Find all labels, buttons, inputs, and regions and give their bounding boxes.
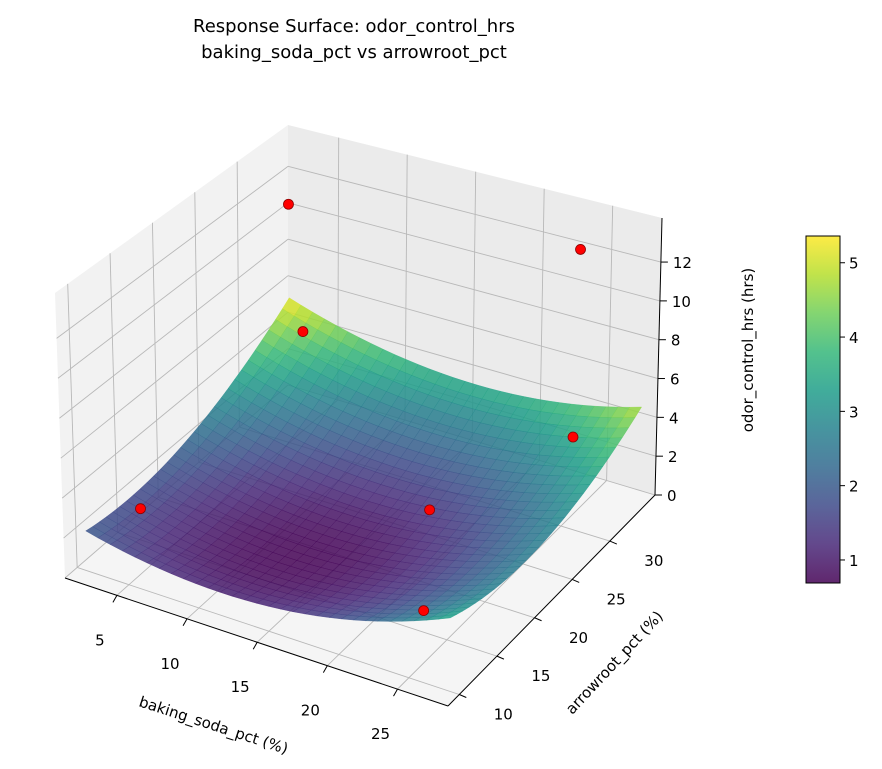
- back-gridline-z: [287, 238, 660, 341]
- x-axis-label: baking_soda_pct (%): [136, 693, 290, 759]
- y-axis-line: [447, 494, 656, 707]
- y-tick-label: 25: [607, 590, 626, 608]
- data-point: [297, 326, 309, 337]
- z-tick-label: 10: [672, 293, 691, 311]
- data-point: [575, 244, 586, 255]
- left-gridline-y: [109, 253, 119, 533]
- z-axis-label: odor_control_hrs (hrs): [739, 268, 758, 433]
- left-gridline-z: [59, 238, 289, 419]
- y-tick-label: 20: [569, 629, 588, 647]
- left-gridline-z: [56, 165, 289, 339]
- back-gridline-z: [287, 202, 661, 302]
- data-point: [283, 198, 294, 210]
- left-gridline-y: [151, 222, 159, 498]
- data-point: [424, 504, 436, 516]
- z-tick-label: 8: [671, 332, 681, 350]
- back-gridline-z: [287, 165, 661, 263]
- y-tick: [609, 540, 618, 545]
- left-gridline-z: [57, 202, 289, 379]
- data-point: [567, 431, 579, 443]
- x-tick-label: 5: [95, 631, 105, 649]
- back-gridline-z: [287, 275, 659, 379]
- y-tick-label: 10: [494, 705, 513, 723]
- back-gridline-z: [287, 311, 658, 418]
- floor-gridline-y: [77, 567, 460, 695]
- x-tick: [182, 618, 188, 627]
- y-tick-label: 30: [644, 552, 663, 570]
- colorbar-tick-label: 4: [849, 329, 859, 347]
- y-tick: [572, 578, 580, 583]
- x-tick: [393, 688, 398, 697]
- z-tick-label: 0: [667, 487, 677, 505]
- left-gridline-y: [67, 283, 78, 568]
- y-axis-label: arrowroot_pct (%): [562, 607, 668, 718]
- y-tick: [496, 655, 505, 660]
- colorbar-gradient: [805, 235, 841, 584]
- z-tick-label: 2: [668, 448, 678, 466]
- z-tick-label: 4: [669, 409, 679, 427]
- y-tick: [459, 694, 467, 698]
- colorbar-tick-label: 5: [849, 255, 859, 273]
- left-gridline-y: [194, 192, 200, 463]
- z-tick-label: 6: [670, 371, 680, 389]
- chart-subtitle: baking_soda_pct vs arrowroot_pct: [201, 42, 507, 63]
- y-tick-label: 15: [531, 667, 550, 685]
- colorbar-tick-label: 1: [849, 552, 859, 570]
- data-point: [135, 503, 146, 515]
- colorbar-tick-label: 3: [849, 403, 859, 421]
- colorbar: 1 2 3 4 5: [805, 235, 859, 584]
- x-tick: [252, 641, 258, 650]
- x-tick-label: 25: [371, 725, 390, 743]
- x-axis-line: [64, 577, 449, 707]
- tick-labels: 5 10 15 20 25 10 15 20 25 30 0 2 4 6 8 10 12: [95, 254, 692, 743]
- colorbar-tick-label: 2: [849, 478, 859, 496]
- x-tick-label: 10: [161, 655, 180, 673]
- x-tick: [112, 595, 118, 603]
- plot-content: [85, 198, 642, 622]
- y-tick: [534, 617, 542, 622]
- left-gridline-z: [60, 275, 289, 459]
- z-axis-line: [654, 217, 663, 496]
- left-gridline-z: [61, 311, 289, 499]
- surface-patch: [438, 614, 457, 620]
- chart-title: Response Surface: odor_control_hrs: [193, 16, 515, 37]
- data-point: [418, 605, 430, 617]
- x-tick-label: 15: [231, 678, 250, 696]
- x-tick: [322, 665, 328, 673]
- floor-gridline-x: [397, 480, 607, 690]
- axis-lines: [64, 217, 668, 707]
- left-wall-pane: [55, 125, 288, 578]
- z-tick-label: 12: [673, 254, 692, 272]
- x-tick-label: 20: [301, 702, 320, 720]
